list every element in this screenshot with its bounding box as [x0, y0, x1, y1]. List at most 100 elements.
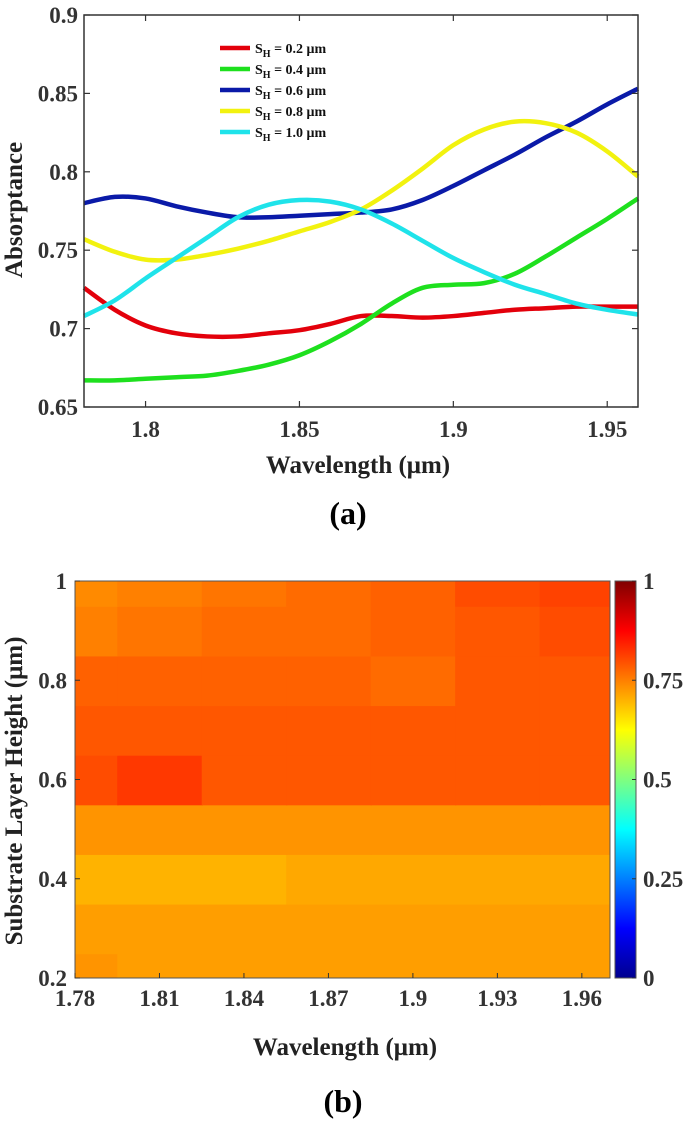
heatmap-cell: [201, 754, 288, 806]
y-tick-label: 0.85: [38, 81, 78, 106]
heatmap-cell: [117, 754, 203, 806]
heatmap-cell: [455, 705, 541, 756]
heatmap-cell: [455, 581, 541, 607]
heatmap-cell: [370, 853, 457, 905]
colorbar-tick-label: 0.75: [643, 668, 683, 693]
series-line-2: [83, 196, 640, 383]
heatmap-cell: [370, 804, 457, 855]
colorbar-tick-label: 1: [643, 569, 655, 594]
legend-label: SH = 0.6 μm: [255, 84, 326, 102]
heatmap-cell: [117, 605, 203, 657]
x-tick-label: 1.93: [477, 986, 517, 1011]
heatmap-cell: [539, 853, 610, 905]
heatmap-cell: [539, 804, 610, 855]
heatmap-cell: [117, 903, 203, 955]
heatmap-cell: [370, 705, 457, 756]
plot-a-y-axis-label: Absorptance: [1, 142, 28, 278]
heatmap-cell: [75, 705, 119, 756]
series-line-1: [82, 286, 638, 340]
x-tick-label: 1.81: [139, 986, 179, 1011]
y-tick-label: 0.8: [38, 668, 67, 693]
heatmap-cell: [75, 581, 119, 607]
colorbar-ticks: 0 0.25 0.5 0.75 1: [632, 569, 683, 991]
y-tick-label: 0.6: [38, 768, 67, 793]
heatmap-cell: [201, 605, 288, 657]
y-tick-label: 0.65: [38, 395, 78, 420]
heatmap-cells: [75, 581, 610, 978]
heatmap-cell: [455, 655, 541, 707]
heatmap-cell: [286, 705, 372, 756]
heatmap-cell: [455, 903, 541, 955]
heatmap-cell: [75, 655, 119, 707]
heatmap-cell: [370, 581, 457, 607]
colorbar-tick-label: 0.5: [643, 768, 672, 793]
y-tick-label: 0.2: [38, 966, 67, 991]
heatmap-cell: [286, 605, 372, 657]
panel-label-b: (b): [323, 1083, 362, 1119]
heatmap-cell: [201, 903, 288, 955]
absorptance-line-chart: 1.8 1.85 1.9 1.95 0.65 0.7 0.75 0.8 0.85 0.9 SH =…: [1, 3, 640, 531]
legend-label: SH = 1.0 μm: [255, 126, 326, 144]
heatmap-cell: [539, 754, 610, 806]
y-tick-label: 1: [56, 569, 68, 594]
heatmap-cell: [539, 953, 610, 978]
x-tick-label: 1.96: [562, 986, 602, 1011]
panel-label-a: (a): [329, 495, 366, 531]
heatmap-cell: [117, 655, 203, 707]
heatmap-cell: [539, 605, 610, 657]
heatmap-cell: [286, 581, 372, 607]
heatmap-cell: [370, 655, 457, 707]
legend-label: SH = 0.2 μm: [255, 42, 326, 60]
heatmap-cell: [370, 953, 457, 978]
plot-a-axes: 1.8 1.85 1.9 1.95 0.65 0.7 0.75 0.8 0.85 0.9: [38, 3, 639, 442]
heatmap-cell: [75, 953, 119, 978]
x-tick-label: 1.78: [55, 986, 95, 1011]
y-tick-label: 0.8: [49, 160, 78, 185]
heatmap-cell: [455, 754, 541, 806]
y-tick-label: 0.4: [38, 867, 67, 892]
heatmap-cell: [286, 754, 372, 806]
plot-a-x-axis-label: Wavelength (μm): [266, 452, 450, 479]
heatmap-cell: [201, 804, 288, 855]
heatmap-cell: [201, 853, 288, 905]
x-tick-label: 1.84: [224, 986, 265, 1011]
heatmap-cell: [201, 581, 288, 607]
heatmap-cell: [117, 953, 203, 978]
heatmap-cell: [75, 754, 119, 806]
colorbar-tick-label: 0: [643, 966, 655, 991]
heatmap-cell: [286, 853, 372, 905]
heatmap-cell: [75, 903, 119, 955]
series-line-3: [83, 86, 640, 220]
x-tick-label: 1.95: [587, 417, 627, 442]
plot-a-legend: SH = 0.2 μm SH = 0.4 μm SH = 0.6 μm SH = 0.…: [220, 42, 326, 144]
heatmap-cell: [75, 853, 119, 905]
series-line-5: [82, 197, 639, 319]
plot-a-series: [82, 86, 640, 383]
heatmap-cell: [201, 705, 288, 756]
heatmap-cell: [370, 754, 457, 806]
heatmap-cell: [286, 903, 372, 955]
heatmap-cell: [455, 804, 541, 855]
heatmap-cell: [455, 953, 541, 978]
y-tick-label: 0.75: [38, 238, 78, 263]
x-tick-label: 1.9: [439, 417, 468, 442]
x-tick-label: 1.9: [399, 986, 428, 1011]
plot-b-x-axis-label: Wavelength (μm): [253, 1034, 437, 1061]
plot-b-axes: 1.78 1.81 1.84 1.87 1.9 1.93 1.96 0.2 0.4 0.6 0.8 1: [38, 569, 611, 1011]
heatmap-cell: [201, 953, 288, 978]
x-tick-label: 1.8: [131, 417, 160, 442]
legend-label: SH = 0.4 μm: [255, 63, 326, 81]
heatmap-cell: [286, 953, 372, 978]
heatmap-cell: [117, 804, 203, 855]
plot-b-y-axis-label: Substrate Layer Height (μm): [1, 637, 28, 946]
heatmap-cell: [201, 655, 288, 707]
heatmap-cell: [286, 804, 372, 855]
heatmap-cell: [539, 581, 610, 607]
legend-label: SH = 0.8 μm: [255, 105, 326, 123]
heatmap-cell: [539, 705, 610, 756]
heatmap-cell: [117, 705, 203, 756]
x-tick-label: 1.87: [308, 986, 348, 1011]
heatmap-cell: [539, 655, 610, 707]
substrate-height-heatmap: 1.78 1.81 1.84 1.87 1.9 1.93 1.960.20.40.60.81…: [1, 569, 683, 1119]
heatmap-cell: [75, 605, 119, 657]
